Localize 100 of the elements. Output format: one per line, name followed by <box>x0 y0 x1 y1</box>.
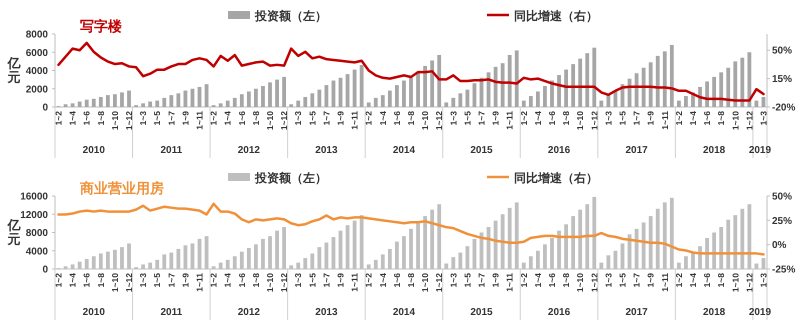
text: 2018 <box>703 307 726 318</box>
y2-tick-label: 25% <box>772 216 792 227</box>
bar <box>70 103 75 107</box>
text: 2019 <box>748 145 772 156</box>
legend-label: 投资额（左） <box>254 171 327 185</box>
x-tick-label: 1~4 <box>222 272 233 288</box>
text: 2018 <box>703 145 726 156</box>
legend-label: 同比增速（右） <box>514 171 598 185</box>
x-tick-label: 1~9 <box>646 272 656 288</box>
bar <box>78 102 82 107</box>
x-tick-label: 1~8 <box>250 110 261 126</box>
x-tick-label: 1~10 <box>730 272 740 292</box>
x-tick-label: 1~3 <box>293 272 304 288</box>
bar <box>754 100 758 107</box>
y-tick-label: 12000 <box>20 210 48 221</box>
x-tick-label: 1~12 <box>589 272 600 292</box>
bar <box>430 60 434 107</box>
chart-title: 商业营业用房 <box>79 180 164 196</box>
chart-title: 写字楼 <box>80 18 123 34</box>
bar <box>380 95 385 107</box>
x-tick-label: 1~8 <box>406 110 416 126</box>
y-tick-label: 0 <box>42 102 48 114</box>
x-tick-label: 1~10 <box>420 110 430 130</box>
bar <box>352 70 357 107</box>
y-tick-label: 8000 <box>26 228 48 239</box>
x-tick-label: 1~9 <box>646 110 656 126</box>
y-tick-label: 0 <box>42 264 48 276</box>
bar <box>416 72 420 107</box>
x-tick-label: 1~5 <box>462 272 472 288</box>
x-tick-label: 1~12 <box>434 272 444 292</box>
bar <box>528 96 533 107</box>
x-tick-label: 1~9 <box>490 272 501 288</box>
y2-tick-label: 15% <box>772 74 792 86</box>
bar <box>599 100 604 107</box>
bar <box>268 82 272 107</box>
x-tick-label: 1~5 <box>617 272 628 288</box>
x-tick-label: 1~4 <box>378 110 388 126</box>
bar <box>204 84 208 107</box>
text: 2017 <box>625 145 648 156</box>
x-tick-label: 1~6 <box>702 110 712 126</box>
x-tick-label: 1~4 <box>688 272 698 288</box>
bar <box>564 70 568 107</box>
x-tick-label: 1~12 <box>279 272 290 292</box>
bar <box>465 90 470 107</box>
x-tick-label: 1~5 <box>152 272 162 288</box>
bar <box>226 100 230 107</box>
x-tick-label: 1~3 <box>448 110 458 126</box>
bar <box>705 81 709 107</box>
bar <box>762 96 766 107</box>
bar <box>480 78 484 107</box>
bar <box>388 90 392 107</box>
bar <box>84 100 89 107</box>
x-tick-label: 1~3 <box>138 110 148 126</box>
legend-label: 投资额（左） <box>254 9 327 23</box>
x-tick-label: 1~8 <box>716 272 726 288</box>
bar <box>190 88 194 107</box>
x-tick-label: 1~8 <box>716 110 726 126</box>
bar <box>127 90 131 107</box>
x-tick-label: 1~2 <box>364 272 374 288</box>
x-tick-label: 1~8 <box>406 272 416 288</box>
bar <box>543 86 547 107</box>
bar <box>557 75 561 107</box>
text: 2014 <box>392 145 416 156</box>
text: 2015 <box>470 145 494 156</box>
text: 2010 <box>82 307 106 318</box>
x-tick-label: 1~2 <box>54 110 64 126</box>
x-tick-label: 1~6 <box>236 272 247 288</box>
x-tick-label: 1~11 <box>660 110 670 130</box>
bar <box>184 90 188 107</box>
x-tick-label: 1~4 <box>688 110 698 126</box>
text: 2012 <box>238 307 260 318</box>
x-tick-label: 1~12 <box>124 272 134 292</box>
bar <box>324 85 328 107</box>
x-tick-label: 1~2 <box>208 110 219 126</box>
x-tick-label: 1~2 <box>54 272 64 288</box>
x-tick-label: 1~6 <box>392 272 402 288</box>
x-tick-label: 1~4 <box>222 110 233 126</box>
bar <box>409 78 413 107</box>
bar <box>155 100 160 107</box>
x-tick-label: 1~5 <box>307 110 318 126</box>
bar <box>360 65 364 107</box>
x-tick-label: 1~3 <box>293 110 304 126</box>
text: 2013 <box>315 145 338 156</box>
x-tick-label: 1~7 <box>321 272 332 288</box>
y2-tick-label: 50% <box>772 46 792 57</box>
x-tick-label: 1~9 <box>180 272 190 288</box>
bar <box>113 94 117 107</box>
bar <box>169 95 174 107</box>
x-tick-label: 1~3 <box>603 110 614 126</box>
x-tick-label: 1~12 <box>434 110 444 130</box>
x-tick-label: 1~2 <box>674 110 684 126</box>
x-tick-label: 1~9 <box>336 110 346 126</box>
x-tick-label: 1~12 <box>744 272 754 292</box>
x-tick-label: 1~6 <box>702 272 712 288</box>
x-tick-label: 1~6 <box>546 272 557 288</box>
y2-tick-label: 50% <box>772 192 792 202</box>
x-tick-label: 1~6 <box>392 110 402 126</box>
y-tick-label: 6000 <box>26 48 48 59</box>
x-tick-label: 1~11 <box>504 110 515 130</box>
x-tick-label: 1~6 <box>82 110 92 126</box>
